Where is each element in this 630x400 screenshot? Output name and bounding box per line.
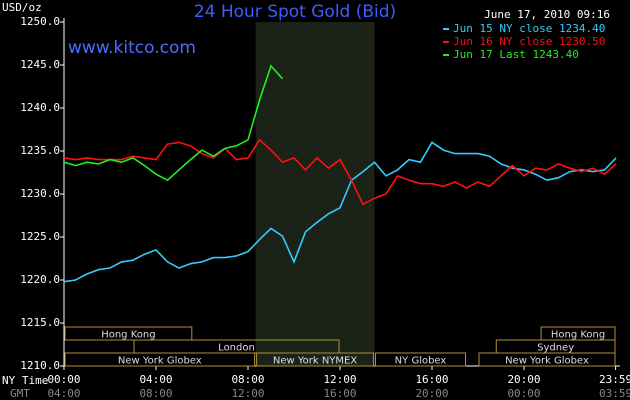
series-line — [63, 141, 617, 283]
gmt-tick-label: 20:00 — [415, 387, 448, 400]
y-tick-label: 1210.0 — [20, 359, 60, 372]
session-box — [64, 326, 193, 341]
legend-label: Jun 17 Last 1243.40 — [453, 48, 579, 61]
highlight-band — [255, 22, 375, 366]
y-tick-label: 1225.0 — [20, 230, 60, 243]
x-tick-label: 16:00 — [415, 373, 448, 386]
gmt-tick-label: 03:59 — [599, 387, 630, 400]
x-axis-label: NY Time — [2, 374, 48, 387]
session-label: Hong Kong — [101, 330, 155, 341]
x-tick-label: 12:00 — [323, 373, 356, 386]
chart-title: 24 Hour Spot Gold (Bid) — [194, 2, 396, 22]
x-tick-label: 23:59 — [599, 373, 630, 386]
x-tick-label: 08:00 — [231, 373, 264, 386]
gmt-tick-label: 00:00 — [507, 387, 540, 400]
gmt-tick-label: 12:00 — [231, 387, 264, 400]
series-line — [63, 64, 284, 182]
y-tick-label: 1215.0 — [20, 316, 60, 329]
session-label: Hong Kong — [551, 330, 605, 341]
session-box — [478, 352, 616, 367]
y-tick-label: 1235.0 — [20, 144, 60, 157]
legend-label: Jun 16 NY close 1230.50 — [453, 35, 605, 48]
y-axis-label: USD/oz — [2, 1, 42, 14]
session-label: New York Globex — [505, 356, 589, 367]
session-label: London — [218, 343, 255, 354]
session-label: NY Globex — [395, 356, 447, 367]
x-tick-label: 00:00 — [47, 373, 80, 386]
x-tick-label: 20:00 — [507, 373, 540, 386]
session-box — [64, 352, 256, 367]
gmt-tick-label: 04:00 — [47, 387, 80, 400]
watermark: www.kitco.com — [68, 38, 196, 58]
gmt-tick-label: 08:00 — [139, 387, 172, 400]
y-tick-label: 1245.0 — [20, 58, 60, 71]
session-label: New York NYMEX — [273, 356, 358, 367]
timestamp: June 17, 2010 09:16 — [484, 8, 610, 21]
series-line — [63, 138, 617, 206]
y-tick-label: 1240.0 — [20, 101, 60, 114]
session-label: Sydney — [537, 343, 574, 354]
y-tick-label: 1230.0 — [20, 187, 60, 200]
gmt-tick-label: 16:00 — [323, 387, 356, 400]
session-label: New York Globex — [118, 356, 202, 367]
x2-axis-label: GMT — [10, 387, 30, 400]
session-box — [375, 352, 466, 367]
legend-label: Jun 15 NY close 1234.40 — [453, 22, 605, 35]
x-tick-label: 04:00 — [139, 373, 172, 386]
y-tick-label: 1250.0 — [20, 15, 60, 28]
session-box — [256, 352, 374, 367]
plot-background — [255, 22, 375, 366]
y-tick-label: 1220.0 — [20, 273, 60, 286]
